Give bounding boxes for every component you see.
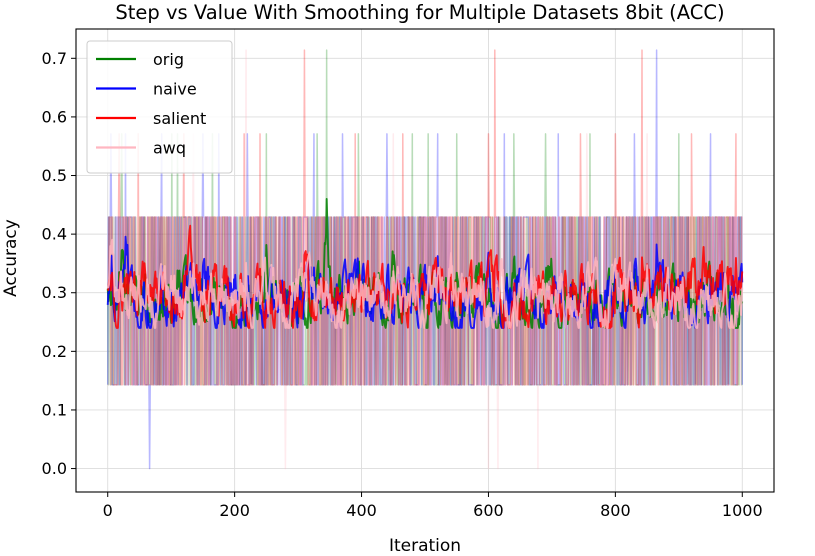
x-tick-label: 600 bbox=[473, 501, 504, 520]
x-axis-label: Iteration bbox=[389, 536, 461, 556]
y-tick-label: 0.6 bbox=[42, 107, 67, 126]
series-naive-raw-line bbox=[106, 49, 744, 470]
x-tick-label: 400 bbox=[346, 501, 377, 520]
legend-box bbox=[86, 40, 233, 174]
y-axis: 0.0 0.1 0.2 0.3 0.4 0.5 0.6 0.7 bbox=[42, 49, 76, 478]
x-tick-label: 1000 bbox=[722, 501, 763, 520]
series-awq-smoothed-line bbox=[106, 238, 744, 329]
legend-label-awq: awq bbox=[153, 139, 186, 158]
chart-title: Step vs Value With Smoothing for Multipl… bbox=[115, 1, 724, 24]
y-tick-label: 0.2 bbox=[42, 342, 67, 361]
series-naive-smoothed-line bbox=[106, 235, 744, 329]
y-tick-label: 0.1 bbox=[42, 400, 67, 419]
series-orig-raw-line bbox=[106, 49, 744, 386]
y-tick-label: 0.4 bbox=[42, 225, 67, 244]
y-tick-label: 0.0 bbox=[42, 459, 67, 478]
legend-label-orig: orig bbox=[153, 50, 184, 69]
plot-frame bbox=[75, 28, 775, 493]
legend-label-naive: naive bbox=[153, 80, 197, 99]
y-tick-label: 0.5 bbox=[42, 166, 67, 185]
legend: orig naive salient awq bbox=[86, 40, 233, 174]
legend-label-salient: salient bbox=[153, 109, 206, 128]
y-axis-label: Accuracy bbox=[1, 219, 21, 297]
x-tick-label: 800 bbox=[600, 501, 631, 520]
plot-area bbox=[106, 49, 744, 470]
x-axis: 0 200 400 600 800 1000 bbox=[103, 492, 763, 520]
y-tick-label: 0.7 bbox=[42, 49, 67, 68]
y-tick-label: 0.3 bbox=[42, 283, 67, 302]
x-tick-label: 200 bbox=[219, 501, 250, 520]
x-tick-label: 0 bbox=[103, 501, 113, 520]
